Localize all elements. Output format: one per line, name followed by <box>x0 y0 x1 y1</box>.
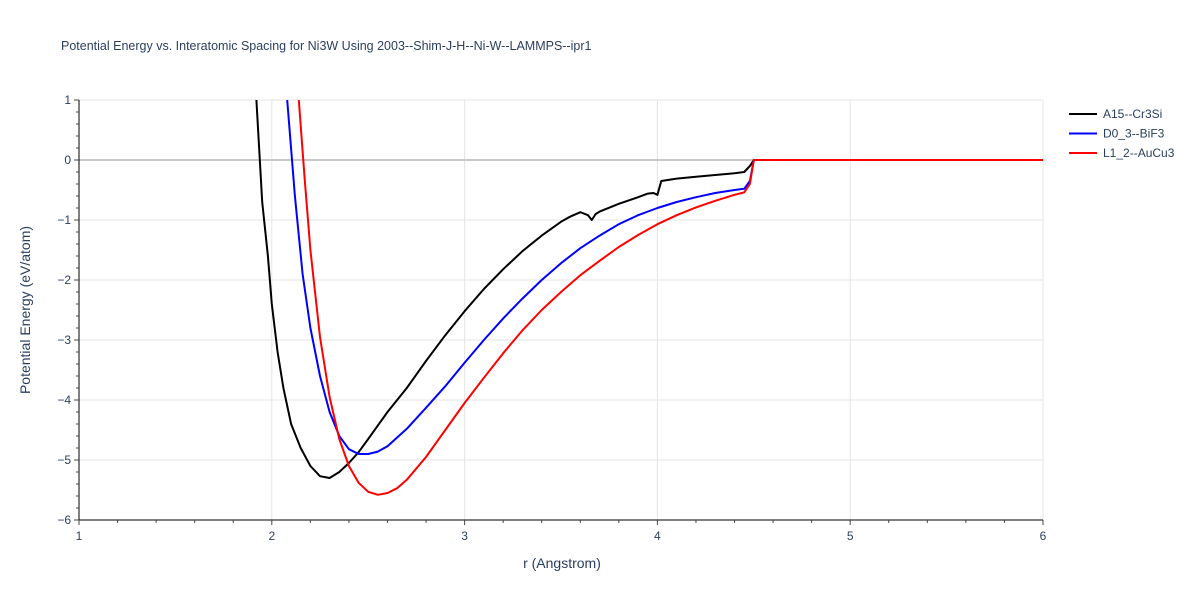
x-tick-label: 4 <box>654 529 661 543</box>
y-tick-label: −1 <box>57 213 71 227</box>
legend-item[interactable]: D0_3--BiF3 <box>1069 127 1165 141</box>
legend-item[interactable]: L1_2--AuCu3 <box>1069 146 1175 160</box>
y-tick-label: 0 <box>64 153 71 167</box>
chart-title: Potential Energy vs. Interatomic Spacing… <box>61 39 592 53</box>
series-line-d0-3-bif3[interactable] <box>286 100 1043 455</box>
x-tick-label: 1 <box>76 529 83 543</box>
x-axis-title: r (Angstrom) <box>523 555 601 571</box>
grid <box>79 99 1044 520</box>
y-tick-label: −5 <box>57 453 71 467</box>
legend-label: A15--Cr3Si <box>1103 107 1162 121</box>
legend-label: D0_3--BiF3 <box>1103 127 1165 141</box>
series-line-l1-2-aucu3[interactable] <box>297 100 1043 496</box>
y-tick-label: −6 <box>57 513 71 527</box>
legend-label: L1_2--AuCu3 <box>1103 146 1175 160</box>
series-lines[interactable] <box>255 100 1043 496</box>
y-tick-label: −4 <box>57 393 71 407</box>
x-tick-label: 2 <box>268 529 275 543</box>
legend-item[interactable]: A15--Cr3Si <box>1069 107 1162 121</box>
y-tick-label: −3 <box>57 333 71 347</box>
tick-labels: 1 2 3 4 5 6 1 0 −1 −2 −3 −4 −5 −6 <box>57 93 1046 543</box>
y-tick-label: −2 <box>57 273 71 287</box>
legend[interactable]: A15--Cr3Si D0_3--BiF3 L1_2--AuCu3 <box>1069 107 1175 160</box>
y-tick-label: 1 <box>64 93 71 107</box>
x-tick-label: 5 <box>847 529 854 543</box>
x-tick-label: 3 <box>461 529 468 543</box>
y-axis-title: Potential Energy (eV/atom) <box>17 226 33 394</box>
series-line-a15-cr3si[interactable] <box>255 100 1043 479</box>
axes <box>74 99 1044 525</box>
x-tick-label: 6 <box>1040 529 1047 543</box>
